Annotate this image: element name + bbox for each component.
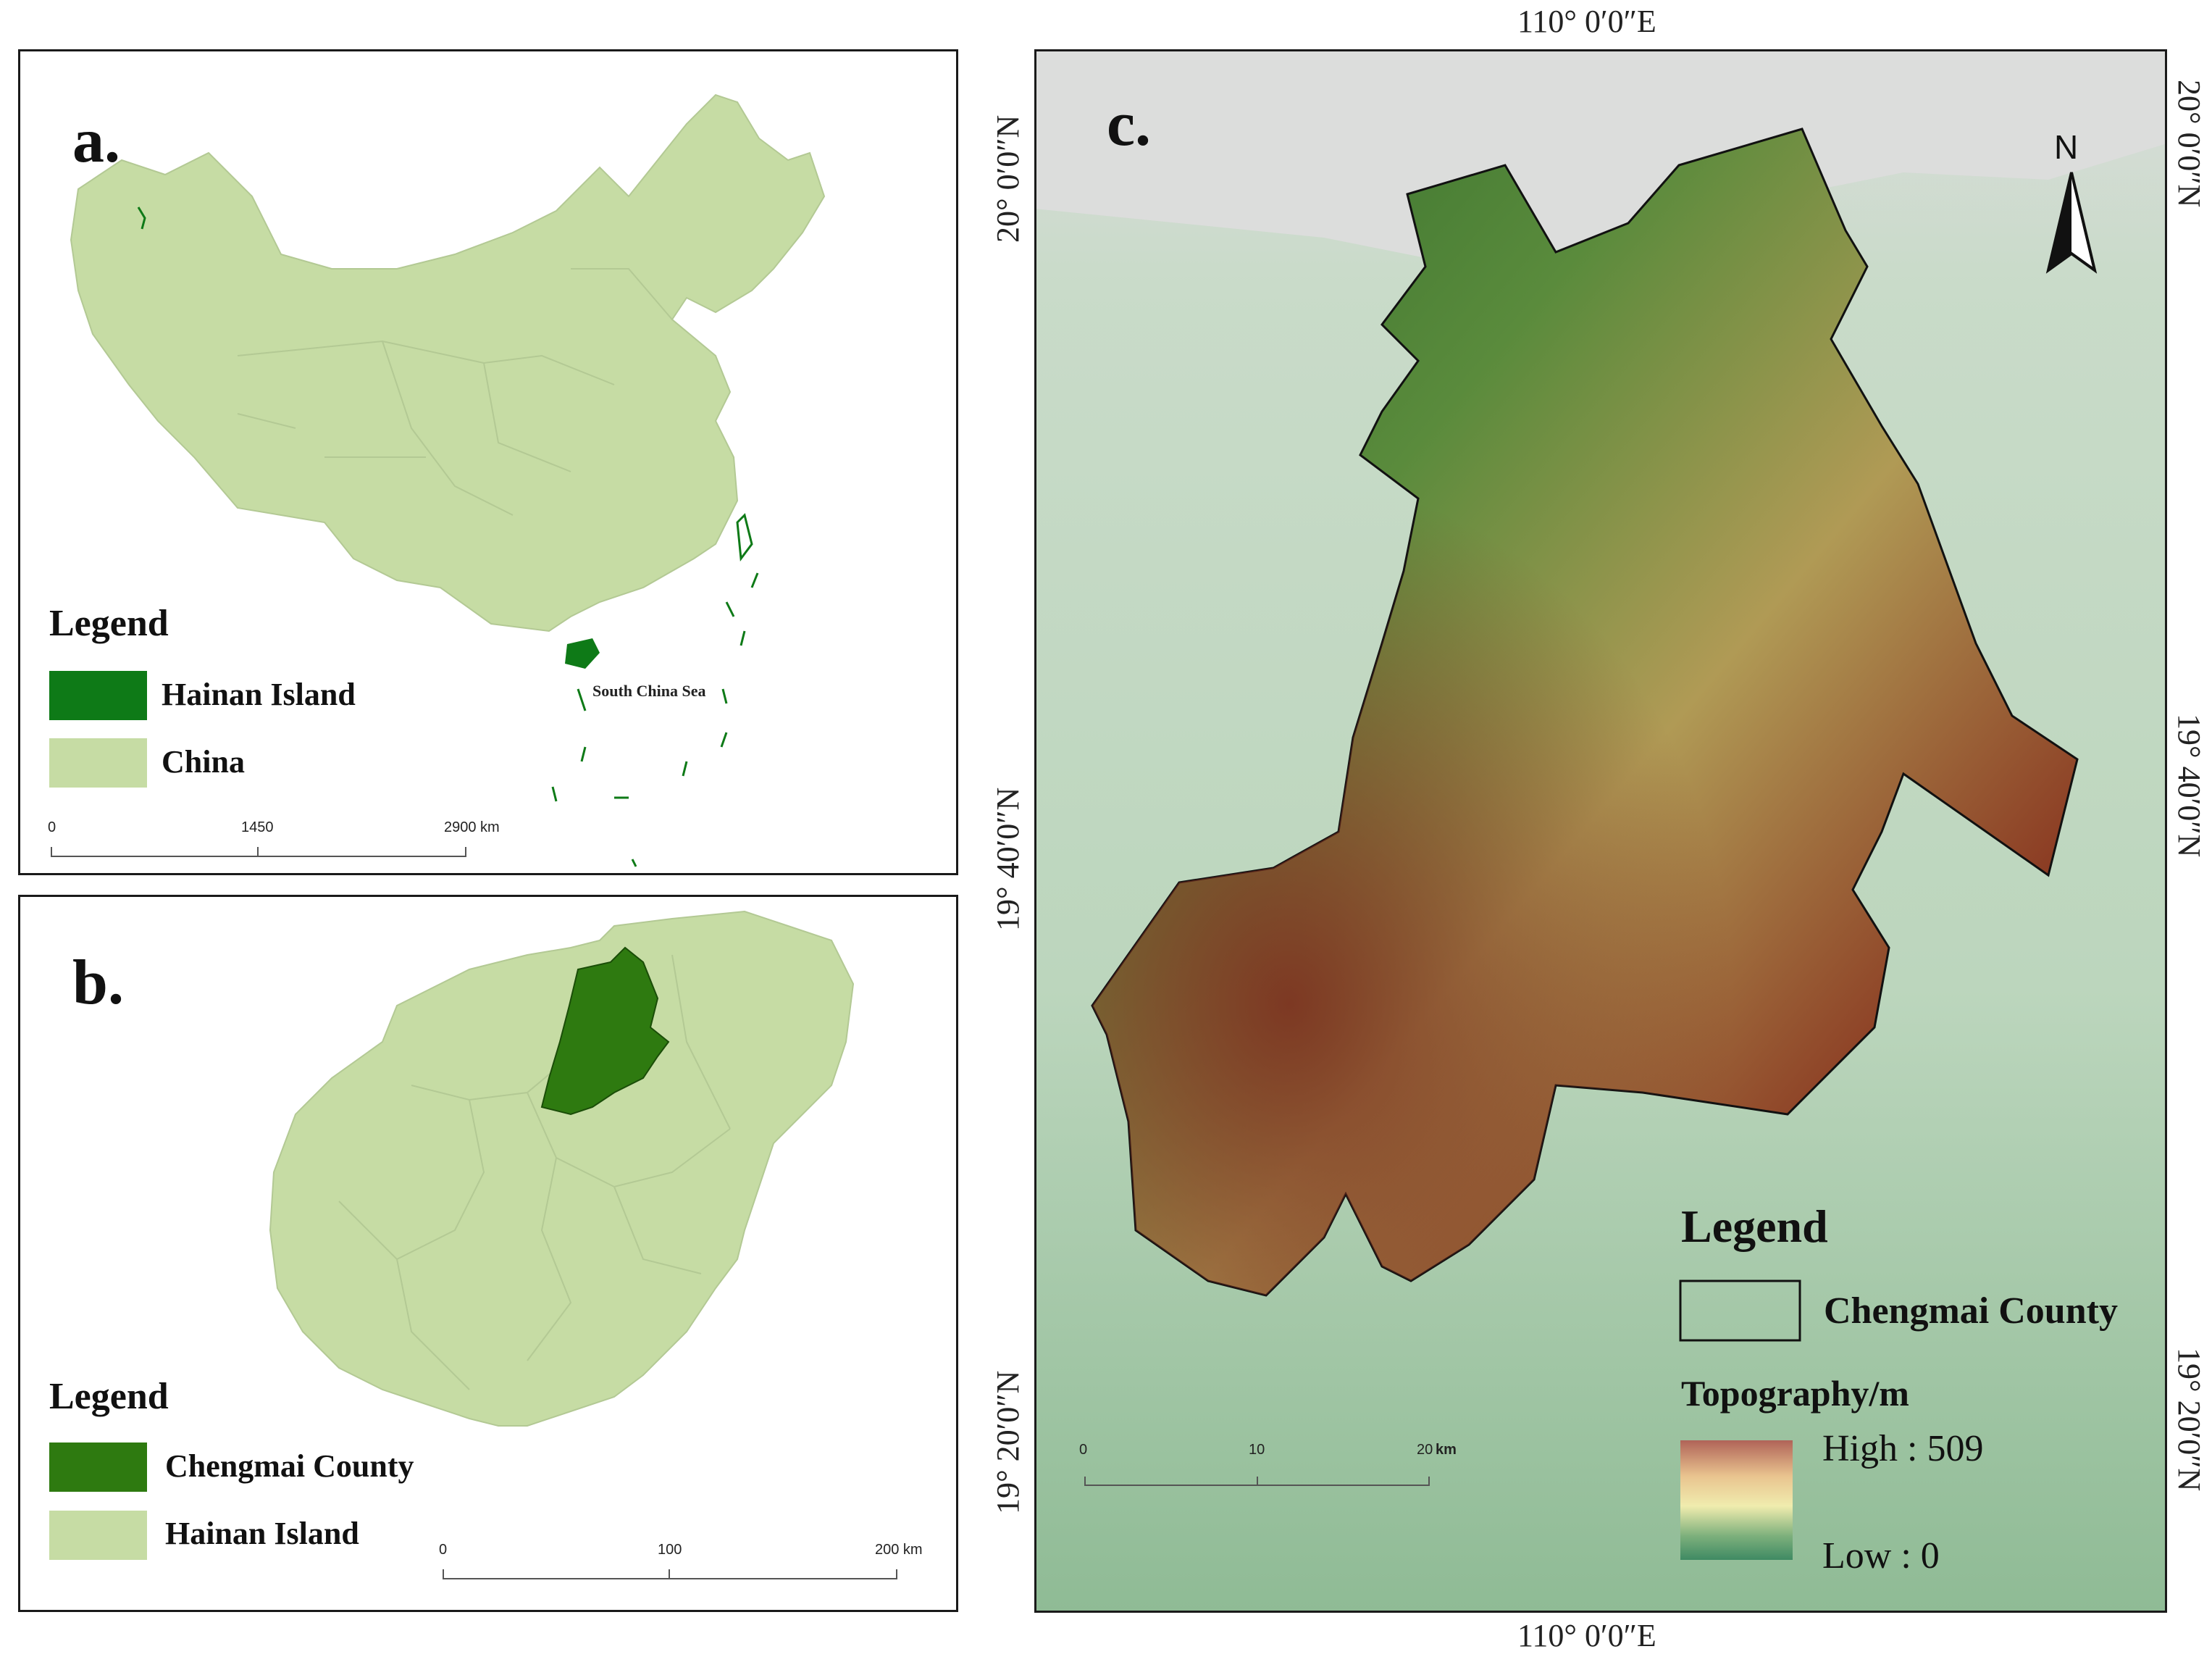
panel-b-scale-mid-tick: [669, 1569, 670, 1578]
panel-a-scale-bar: [51, 847, 466, 857]
china-map: [70, 93, 826, 867]
panel-a-scale-tick-2: 2900 km: [444, 819, 500, 835]
topography-map: [1034, 49, 2167, 1613]
panel-b-scale-tick-0: 0: [439, 1542, 448, 1558]
north-arrow-fill: [2048, 172, 2071, 270]
kazakh-border-mark: [137, 206, 146, 230]
hainan-island-shape: [565, 638, 600, 669]
panel-a: a. South China Sea Legend Hainan Island …: [18, 49, 958, 875]
legend-swatch-hainan-island: [49, 1511, 147, 1560]
taiwan-shape: [736, 513, 753, 561]
south-china-sea-label: South China Sea: [592, 682, 706, 700]
hainan-map: [269, 910, 855, 1427]
hainan-landmass: [269, 910, 855, 1427]
panel-c-legend-title: Legend: [1681, 1201, 1828, 1252]
legend-label-chengmai-county: Chengmai County: [165, 1448, 414, 1484]
panel-a-legend-title: Legend: [49, 603, 169, 644]
chengmai-county-shape: [540, 946, 670, 1116]
legend-swatch-china: [49, 738, 147, 788]
coord-left-2: 19° 20′0″N: [990, 1370, 1026, 1514]
coord-bottom: 110° 0′0″E: [1517, 1618, 1656, 1653]
island-arc-marks: [551, 572, 759, 867]
panel-b-legend-title: Legend: [49, 1376, 169, 1417]
panel-c-scale-tick-2: 20: [1417, 1442, 1433, 1458]
panel-c-scale-unit: km: [1436, 1442, 1457, 1458]
panel-b-label: b.: [72, 948, 124, 1018]
panel-b-scale-tick-2: 200 km: [875, 1542, 923, 1558]
chengmai-county-highlands: [1092, 129, 2077, 1295]
panel-c-scale-tick-0: 0: [1079, 1442, 1088, 1458]
topography-title: Topography/m: [1681, 1373, 1909, 1414]
panel-c: c. N Legend Chengmai County Topography/m…: [1034, 49, 2167, 1613]
coord-left-0: 20° 0′0″N: [990, 114, 1026, 243]
panel-a-scale-tick-1: 1450: [241, 819, 274, 835]
panel-c-label: c.: [1107, 89, 1152, 159]
legend-swatch-hainan-island: [49, 671, 147, 720]
china-landmass: [70, 93, 826, 632]
topography-high-label: High : 509: [1822, 1428, 1984, 1469]
panel-c-scale-tick-1: 10: [1249, 1442, 1265, 1458]
china-province-lines: [237, 268, 673, 516]
panel-b: b. Legend Chengmai County Hainan Island …: [18, 895, 958, 1612]
map-frame: [1034, 49, 2167, 1613]
topography-low-label: Low : 0: [1822, 1535, 1940, 1577]
coord-right-2: 19° 20′0″N: [2171, 1348, 2207, 1492]
panel-a-label: a.: [72, 106, 120, 176]
panel-b-scale-tick-1: 100: [658, 1542, 682, 1558]
legend-swatch-chengmai-county: [49, 1443, 147, 1492]
north-label: N: [2054, 128, 2079, 166]
scale-bar-c: [1084, 1477, 1430, 1486]
legend-label-china: China: [162, 744, 245, 780]
hainan-county-lines: [338, 954, 731, 1390]
legend-label-chengmai-county: Chengmai County: [1824, 1290, 2118, 1332]
coord-left-1: 19° 40′0″N: [990, 787, 1026, 931]
legend-boundary-swatch: [1679, 1279, 1801, 1342]
panel-a-scale-mid-tick: [257, 847, 259, 856]
coord-right-0: 20° 0′0″N: [2171, 80, 2207, 208]
coord-right-1: 19° 40′0″N: [2171, 714, 2207, 858]
topography-ramp: [1680, 1440, 1793, 1560]
coastline-sea: [1034, 49, 2167, 267]
legend-label-hainan-island: Hainan Island: [165, 1516, 359, 1551]
coord-top: 110° 0′0″E: [1517, 4, 1656, 39]
legend-label-hainan-island: Hainan Island: [162, 677, 356, 712]
panel-b-scale-bar: [443, 1569, 897, 1579]
panel-a-scale-tick-0: 0: [48, 819, 56, 835]
